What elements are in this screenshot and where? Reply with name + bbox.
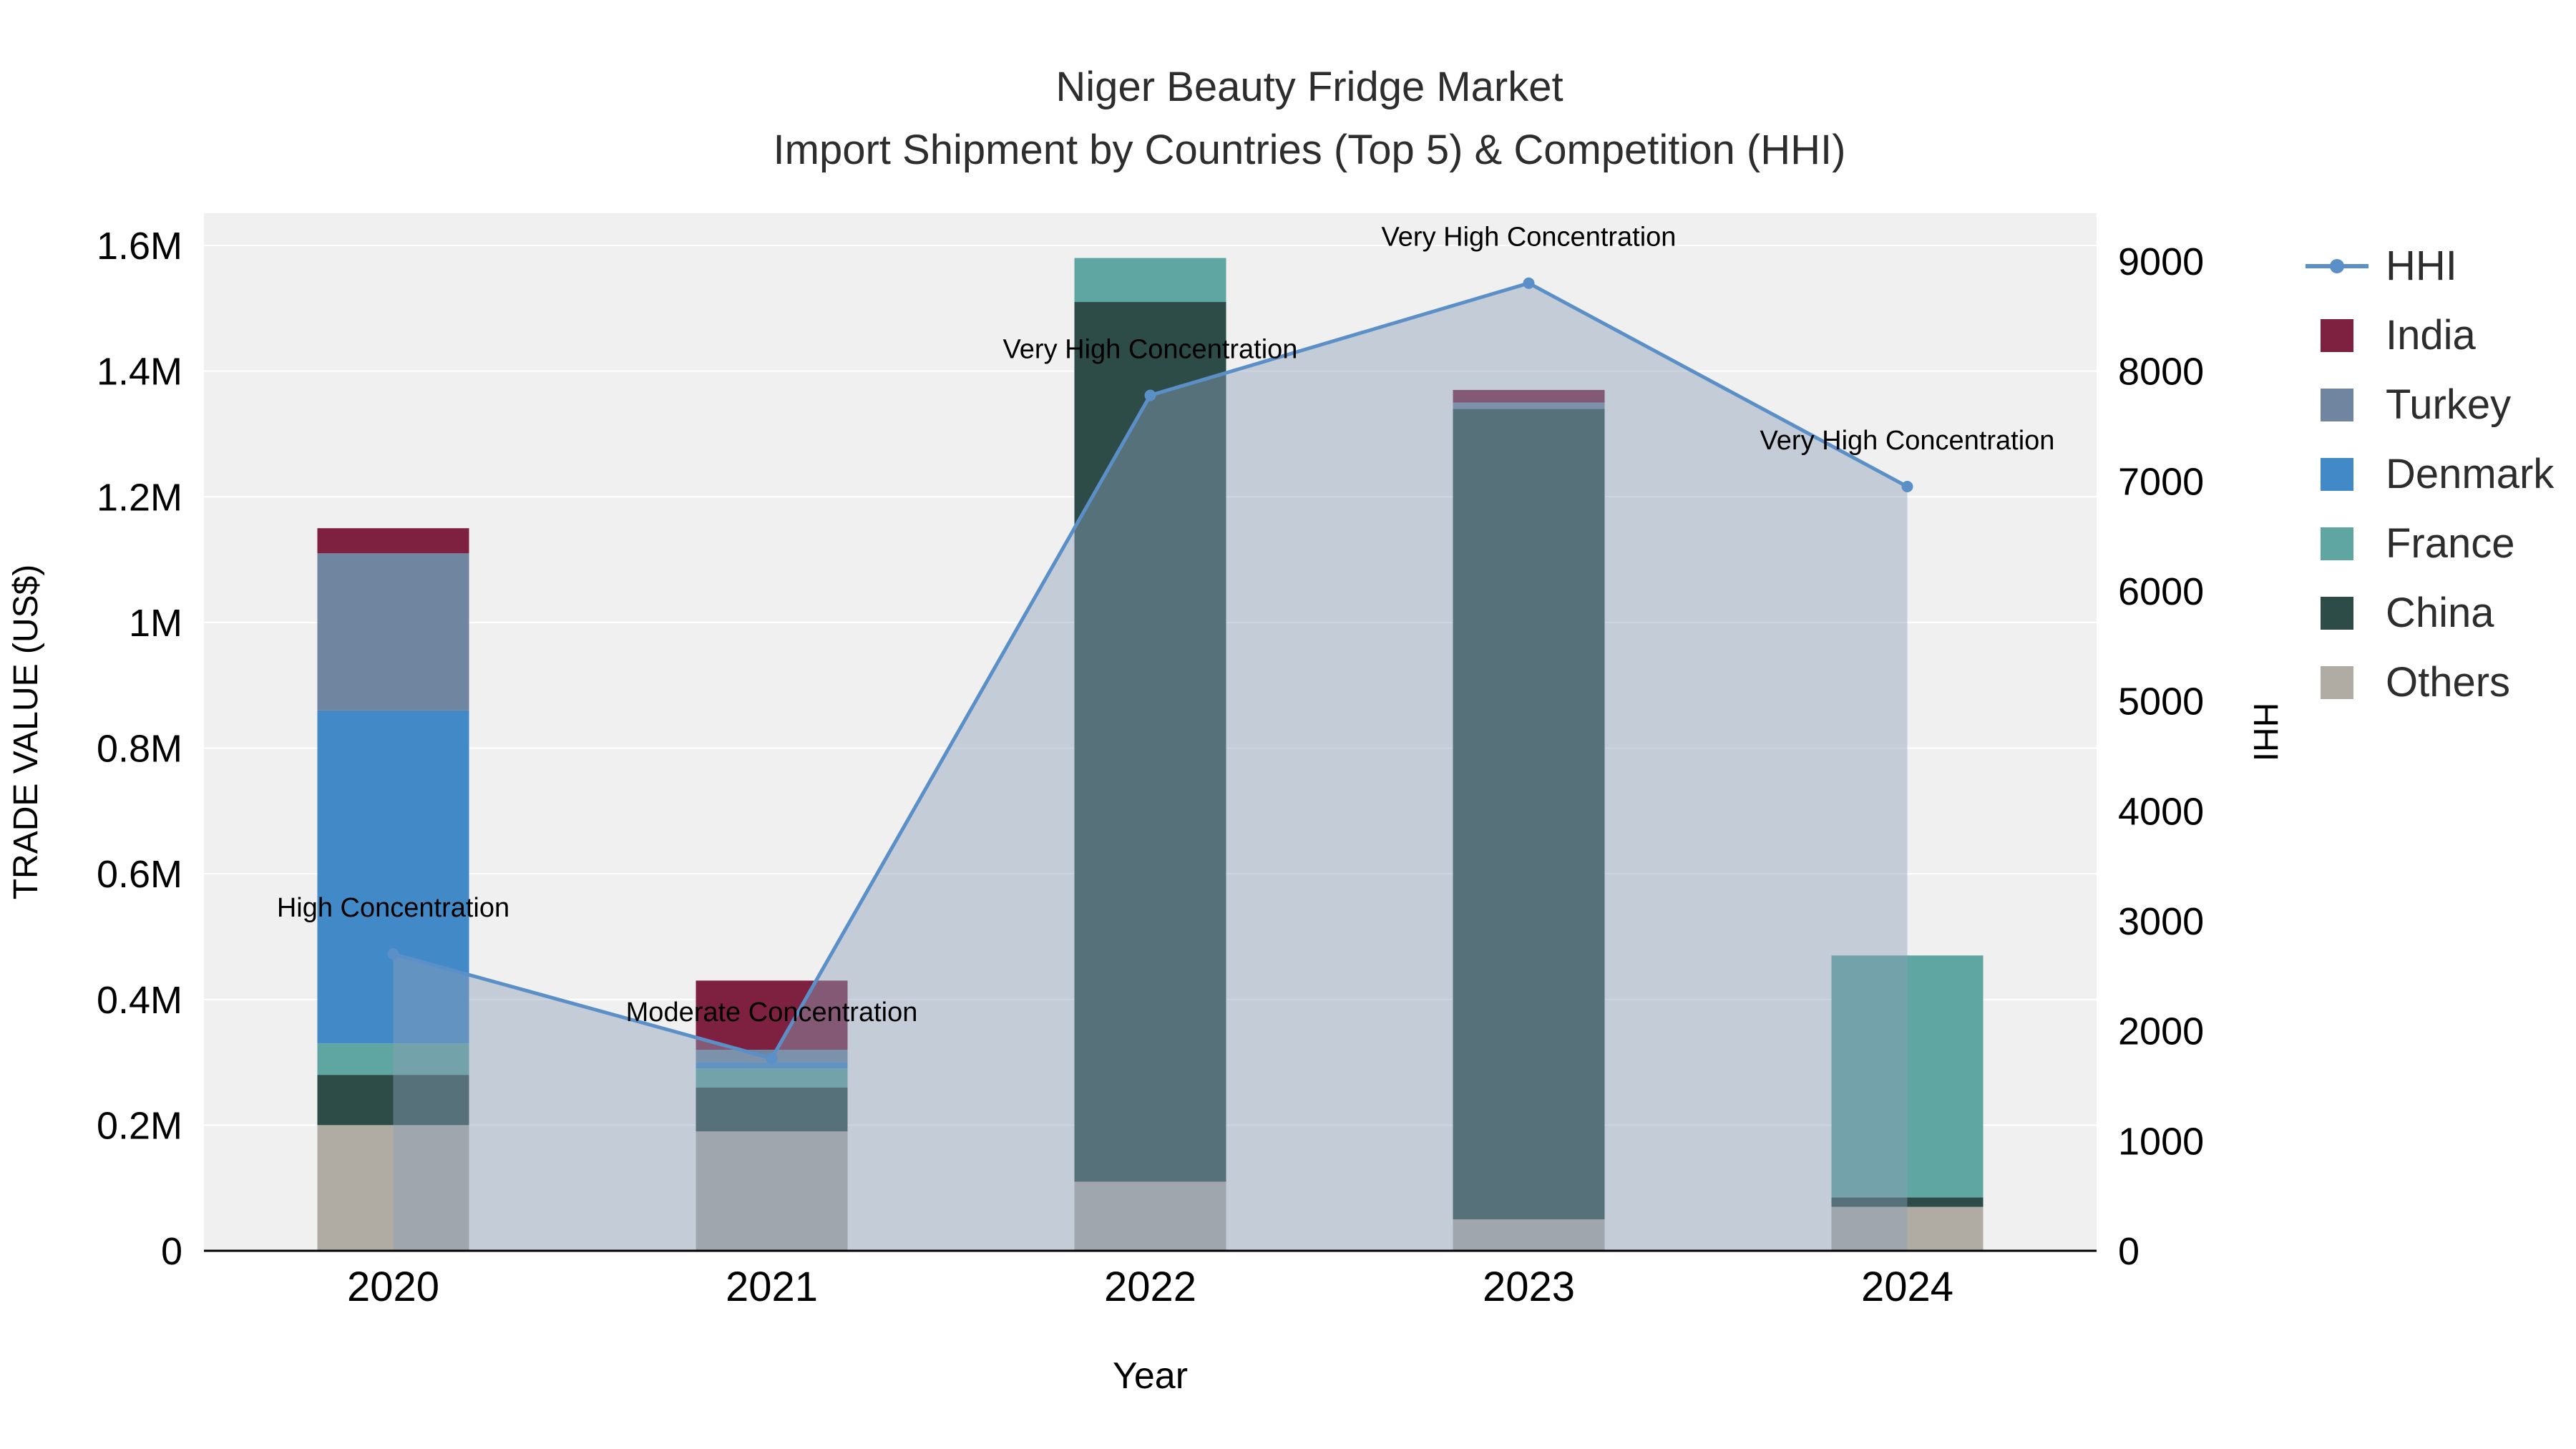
hhi-marker-2020[interactable] xyxy=(387,948,399,960)
india-swatch-box xyxy=(2306,318,2368,353)
bar-segment-china-2023[interactable] xyxy=(1453,409,1605,1220)
bar-segment-china-2024[interactable] xyxy=(1831,1197,1984,1207)
y-axis-tick-right: 6000 xyxy=(2118,570,2204,613)
bar-segment-india-2021[interactable] xyxy=(696,980,848,1050)
y-axis-tick-right: 9000 xyxy=(2118,240,2204,283)
legend-item-france[interactable]: France xyxy=(2306,519,2554,567)
legend-item-hhi[interactable]: HHI xyxy=(2306,242,2554,290)
bar-segment-france-2022[interactable] xyxy=(1074,258,1226,303)
bar-segment-china-2021[interactable] xyxy=(696,1087,848,1132)
y-axis-title-left: TRADE VALUE (US$) xyxy=(7,565,45,900)
bar-segment-others-2020[interactable] xyxy=(317,1125,469,1251)
hhi-annotation: Very High Concentration xyxy=(1003,334,1298,364)
denmark-swatch-icon xyxy=(2321,457,2353,491)
x-axis-title: Year xyxy=(1113,1355,1188,1397)
others-swatch-icon xyxy=(2321,665,2353,699)
x-axis-tick: 2020 xyxy=(347,1264,439,1310)
x-axis-tick: 2023 xyxy=(1483,1264,1575,1310)
legend: HHI India Turkey Denmark France China Others xyxy=(2306,242,2554,706)
france-swatch-box xyxy=(2306,527,2368,561)
legend-label-france: France xyxy=(2386,520,2515,567)
china-swatch-icon xyxy=(2321,596,2353,630)
bar-segment-denmark-2020[interactable] xyxy=(317,710,469,1044)
y-axis-tick-right: 8000 xyxy=(2118,351,2204,394)
bar-segment-others-2021[interactable] xyxy=(696,1131,848,1251)
others-swatch-box xyxy=(2306,665,2368,700)
y-axis-tick-left: 0.4M xyxy=(97,979,182,1022)
bar-segment-france-2020[interactable] xyxy=(317,1043,469,1075)
y-axis-tick-right: 1000 xyxy=(2118,1120,2204,1163)
hhi-area xyxy=(393,283,1908,1251)
y-axis-title-right: HHI xyxy=(2246,703,2284,762)
bar-segment-china-2020[interactable] xyxy=(317,1075,469,1126)
chart-title: Niger Beauty Fridge Market Import Shipme… xyxy=(774,56,1846,182)
hhi-annotation: Moderate Concentration xyxy=(626,997,918,1028)
hhi-annotation: Very High Concentration xyxy=(1760,426,2055,456)
india-swatch-icon xyxy=(2321,318,2353,352)
x-axis-tick: 2024 xyxy=(1861,1264,1953,1310)
china-swatch-box xyxy=(2306,596,2368,630)
y-axis-tick-left: 1.6M xyxy=(97,225,182,268)
bar-segment-turkey-2020[interactable] xyxy=(317,553,469,711)
bar-segment-india-2020[interactable] xyxy=(317,528,469,554)
hhi-marker-2021[interactable] xyxy=(766,1053,778,1065)
bar-segment-france-2024[interactable] xyxy=(1831,955,1984,1198)
y-axis-tick-left: 0.6M xyxy=(97,853,182,896)
hhi-marker-2023[interactable] xyxy=(1523,277,1535,289)
turkey-swatch-box xyxy=(2306,388,2368,422)
y-axis-tick-right: 5000 xyxy=(2118,680,2204,723)
y-axis-tick-right: 0 xyxy=(2118,1230,2140,1273)
legend-label-india: India xyxy=(2386,312,2476,358)
bar-segment-others-2024[interactable] xyxy=(1831,1206,1984,1251)
y-axis-tick-left: 1M xyxy=(129,602,182,645)
turkey-swatch-icon xyxy=(2321,388,2353,421)
bar-segment-china-2022[interactable] xyxy=(1074,302,1226,1182)
bar-segment-others-2022[interactable] xyxy=(1074,1181,1226,1251)
hhi-line-icon xyxy=(2306,258,2368,273)
legend-item-denmark[interactable]: Denmark xyxy=(2306,450,2554,498)
legend-item-others[interactable]: Others xyxy=(2306,658,2554,706)
y-axis-tick-left: 1.4M xyxy=(97,351,182,394)
x-axis-tick: 2021 xyxy=(726,1264,818,1310)
hhi-annotation: High Concentration xyxy=(277,893,509,923)
y-axis-tick-right: 2000 xyxy=(2118,1010,2204,1053)
bar-segment-turkey-2023[interactable] xyxy=(1453,402,1605,409)
y-axis-tick-right: 7000 xyxy=(2118,460,2204,503)
legend-label-denmark: Denmark xyxy=(2386,451,2555,497)
bar-segment-france-2021[interactable] xyxy=(696,1068,848,1088)
y-axis-tick-right: 3000 xyxy=(2118,900,2204,943)
legend-label-hhi: HHI xyxy=(2386,243,2457,289)
y-axis-tick-left: 0.8M xyxy=(97,728,182,771)
y-axis-tick-left: 0 xyxy=(161,1230,182,1273)
bar-segment-others-2023[interactable] xyxy=(1453,1219,1605,1251)
legend-label-china: China xyxy=(2386,590,2494,636)
legend-label-others: Others xyxy=(2386,659,2511,706)
legend-item-india[interactable]: India xyxy=(2306,311,2554,359)
hhi-line-sample-icon xyxy=(2306,249,2368,283)
y-axis-tick-left: 0.2M xyxy=(97,1104,182,1147)
bar-segment-india-2023[interactable] xyxy=(1453,389,1605,403)
hhi-marker-2024[interactable] xyxy=(1901,481,1913,493)
legend-label-turkey: Turkey xyxy=(2386,381,2512,428)
hhi-annotation: Very High Concentration xyxy=(1382,223,1677,253)
y-axis-tick-right: 4000 xyxy=(2118,790,2204,833)
x-axis-tick: 2022 xyxy=(1104,1264,1196,1310)
chart-title-line1: Niger Beauty Fridge Market xyxy=(1055,64,1563,110)
y-axis-tick-left: 1.2M xyxy=(97,476,182,519)
hhi-marker-2022[interactable] xyxy=(1144,389,1156,401)
denmark-swatch-box xyxy=(2306,457,2368,492)
legend-item-turkey[interactable]: Turkey xyxy=(2306,381,2554,429)
bar-segment-denmark-2021[interactable] xyxy=(696,1062,848,1069)
chart-title-line2: Import Shipment by Countries (Top 5) & C… xyxy=(773,127,1846,173)
france-swatch-icon xyxy=(2321,527,2353,560)
hhi-marker-icon xyxy=(2330,258,2344,273)
legend-item-china[interactable]: China xyxy=(2306,589,2554,637)
